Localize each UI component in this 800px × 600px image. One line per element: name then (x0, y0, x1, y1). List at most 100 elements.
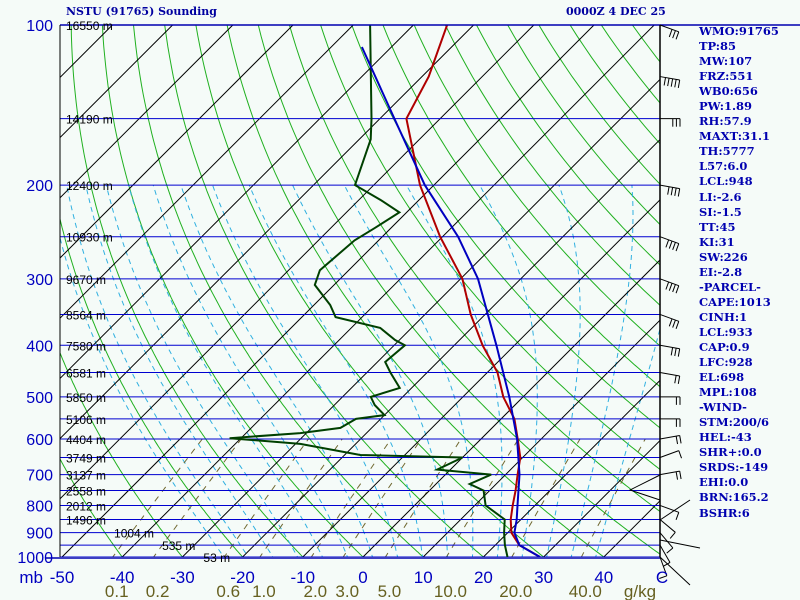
index-item: TT:45 (699, 219, 736, 234)
index-item: LFC:928 (699, 355, 753, 370)
index-item: EL:698 (699, 370, 745, 385)
moist-adiabat (85, 184, 274, 557)
moist-adiabat (405, 184, 503, 557)
index-item: LCL:948 (699, 174, 753, 189)
height-label: 7580 m (66, 339, 106, 353)
mixing-ratio-label: 5.0 (378, 582, 402, 600)
index-item: L57:6.0 (699, 159, 748, 174)
wind-barb-flag (674, 348, 677, 357)
mixing-ratio-line (223, 438, 309, 557)
pressure-label: 900 (26, 526, 53, 543)
temp-tick-label: 40 (594, 568, 613, 587)
mixing-ratio-line (259, 438, 343, 557)
wind-barb-flag (670, 78, 674, 87)
mixing-ratio-line (310, 438, 392, 557)
pressure-label: 800 (26, 498, 53, 515)
wind-barb-staff (659, 519, 676, 533)
wind-barb-staff (659, 184, 680, 190)
moist-adiabat (66, 184, 249, 557)
isotherm (362, 259, 660, 557)
dewpoint-profile (229, 25, 509, 557)
moist-adiabat (60, 235, 225, 557)
dry-adiabat (226, 25, 605, 557)
moist-adiabat (292, 184, 449, 557)
index-item: STM:200/6 (699, 415, 770, 430)
index-item: MPL:108 (699, 385, 757, 400)
height-label: 1004 m (114, 527, 154, 541)
wind-barb-flag (678, 450, 682, 459)
wind-barb-flag (675, 243, 680, 252)
temp-tick-label: 10 (414, 568, 433, 587)
pressure-label: 400 (26, 338, 53, 355)
wind-barb-staff (659, 313, 679, 322)
moist-adiabat (546, 184, 581, 557)
dry-adiabat (351, 25, 660, 429)
wind-barb-flag (675, 471, 679, 480)
indices-panel: WMO:91765 TP:85 MW:107 FRZ:551 WB0:656 PW:1.8… (699, 24, 779, 521)
isotherm (121, 25, 655, 557)
moist-adiabat (128, 184, 324, 557)
height-label: 3749 m (66, 451, 106, 465)
moist-adiabat (212, 184, 399, 557)
index-item: HEL:-43 (699, 430, 752, 445)
height-label: 5850 m (66, 391, 106, 405)
index-item: TP:85 (699, 39, 737, 54)
index-item: SI:-1.5 (699, 204, 742, 219)
moist-adiabat (105, 184, 299, 557)
x-unit-label: C (656, 568, 668, 587)
wind-barb-flag (668, 240, 673, 249)
height-label: 9670 m (66, 273, 106, 287)
wind-barb-flag (662, 562, 671, 567)
isotherm (182, 78, 660, 557)
dry-adiabat (382, 25, 660, 388)
parcel-profile (360, 46, 541, 557)
height-label: 2012 m (66, 499, 106, 513)
wind-barb-flag (675, 512, 680, 520)
pressure-label: 100 (26, 18, 53, 35)
index-item: LI:-2.6 (699, 189, 742, 204)
temp-tick-label: -30 (170, 568, 195, 587)
index-item: RH:57.9 (699, 114, 752, 129)
wind-barb-flag (659, 575, 668, 579)
temperature-profile (405, 25, 541, 557)
dry-adiabat (101, 25, 364, 557)
isotherm (60, 25, 173, 139)
wind-barb-flag (679, 471, 682, 480)
height-label: 12400 m (66, 179, 113, 193)
height-label: 4404 m (66, 433, 106, 447)
wind-barb-flag (665, 281, 670, 290)
wind-barb-flag (675, 321, 680, 329)
isotherm (60, 25, 354, 319)
isotherm (483, 379, 660, 557)
wind-barb-flag (675, 436, 679, 445)
isotherm (543, 439, 660, 557)
dry-adiabat (257, 25, 660, 555)
isotherm (60, 25, 535, 500)
index-item: EI:-2.8 (699, 264, 743, 279)
mixing-ratio-label: 1.0 (252, 582, 276, 600)
height-label: 53 m (203, 551, 230, 565)
mixing-ratio-line (580, 438, 646, 557)
wind-barb-staff (659, 450, 679, 458)
dry-adiabat (413, 25, 660, 347)
wind-barb-staff (659, 504, 679, 513)
hodograph-lines (628, 474, 701, 586)
pressure-label: 600 (26, 432, 53, 449)
sounding-time: 0000Z 4 DEC 25 (566, 5, 666, 18)
wind-barb-flag (668, 318, 673, 327)
index-item: WMO:91765 (699, 24, 779, 38)
pressure-label: 1000 (17, 550, 53, 567)
index-item: CAP:0.9 (699, 339, 750, 354)
dry-adiabat (60, 351, 184, 557)
temp-tick-label: -10 (291, 568, 316, 587)
dry-adiabat (320, 25, 660, 471)
dry-adiabat (70, 25, 304, 557)
wind-barb-staff (659, 532, 674, 549)
wind-barb-staff (659, 278, 679, 287)
wind-barb-staff (659, 76, 680, 81)
wind-barb-flag (677, 79, 681, 88)
wind-barb-staff (659, 344, 680, 350)
height-label: 14190 m (66, 113, 113, 127)
height-label: 535 m (162, 539, 195, 553)
wind-barb-staff (659, 24, 679, 33)
